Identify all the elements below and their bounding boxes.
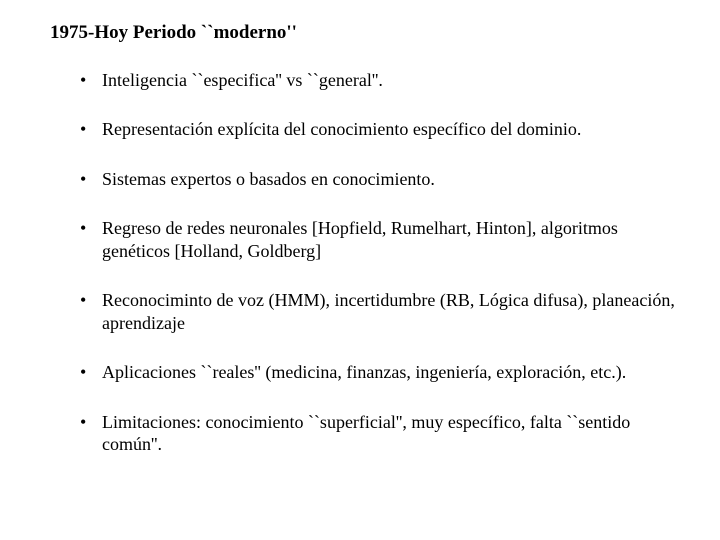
list-item: Aplicaciones ``reales'' (medicina, finan… [80,361,680,384]
list-item: Sistemas expertos o basados en conocimie… [80,168,680,191]
list-item: Limitaciones: conocimiento ``superficial… [80,411,680,456]
list-item: Representación explícita del conocimient… [80,118,680,141]
list-item: Reconociminto de voz (HMM), incertidumbr… [80,289,680,334]
page-title: 1975-Hoy Periodo ``moderno'' [50,22,680,45]
slide-page: 1975-Hoy Periodo ``moderno'' Inteligenci… [0,0,720,540]
bullet-list: Inteligencia ``especifica'' vs ``general… [50,69,680,456]
list-item: Regreso de redes neuronales [Hopfield, R… [80,217,680,262]
list-item: Inteligencia ``especifica'' vs ``general… [80,69,680,92]
